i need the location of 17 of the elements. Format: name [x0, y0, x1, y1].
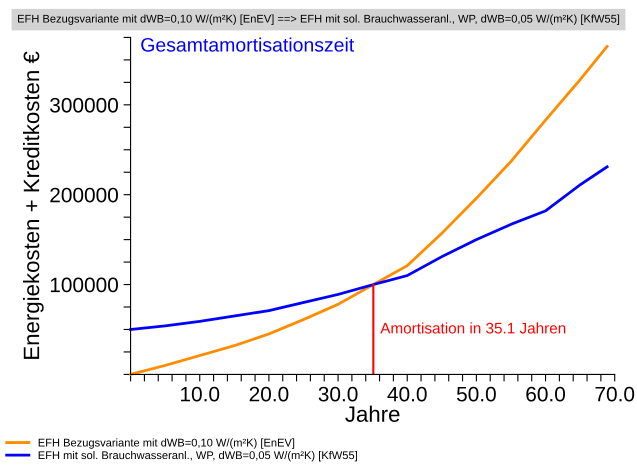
x-tick-label: 70.0: [596, 386, 634, 402]
x-tick-label: 30.0: [318, 386, 358, 402]
y-tick-label: 300000: [50, 98, 118, 113]
x-tick-label: 10.0: [181, 386, 220, 402]
x-tick-label: 40.0: [387, 386, 427, 402]
y-tick-label: 200000: [50, 188, 118, 202]
x-tick-label: 60.0: [526, 386, 566, 402]
y-tick-label: 100000: [50, 278, 118, 292]
legend-label: EFH Bezugsvariante mit dWB=0,10 W/(m²K) [EnEV]: [38, 438, 294, 449]
x-tick-label: 50.0: [456, 386, 496, 402]
x-tick-label: 20.0: [250, 386, 288, 402]
y-axis-title: Energiekosten + Kreditkosten €: [22, 52, 44, 359]
legend-label: EFH mit sol. Brauchwasseranl., WP, dWB=0,05 W/(m²K) [KfW55]: [38, 450, 357, 462]
chart-subtitle: Gesamtamortisationszeit: [141, 37, 354, 52]
ref-line-label: Amortisation in 35.1 Jahren: [380, 322, 566, 334]
chart-title: EFH Bezugsvariante mit dWB=0,10 W/(m²K) [EnEV] ==> EFH mit sol. Brauchwasseranl., WP, dWB=0,05 W/(m²K) [KfW55]: [18, 14, 620, 25]
x-axis-title: Jahre: [345, 406, 400, 422]
